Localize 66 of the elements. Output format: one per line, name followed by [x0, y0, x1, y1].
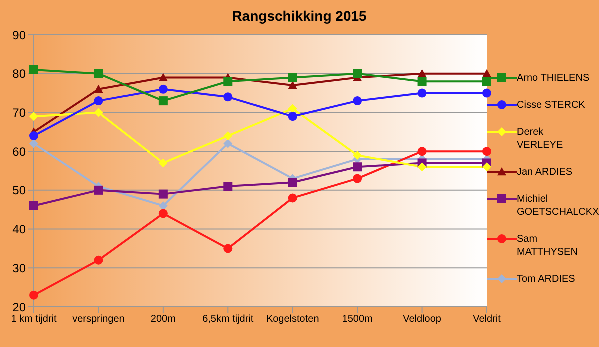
point [158, 73, 168, 82]
point [482, 147, 492, 156]
point [288, 112, 298, 122]
x-tick-label: Veldloop [403, 314, 442, 326]
point [418, 69, 427, 78]
point [224, 132, 233, 141]
point [94, 84, 104, 93]
legend-label: Michiel GOETSCHALCKX [517, 193, 599, 219]
x-tick-label: 200m [150, 314, 176, 326]
point [30, 290, 38, 300]
point [94, 96, 104, 106]
y-tick-label: 90 [12, 28, 26, 42]
point [353, 150, 362, 160]
legend-label: Sam MATTHYSEN [517, 233, 579, 259]
point [418, 162, 427, 172]
x-tick-label: 1 km tijdrit [11, 314, 57, 326]
point [94, 256, 104, 265]
point [94, 69, 104, 78]
point [482, 88, 492, 98]
x-tick-label: Veldrit [473, 314, 502, 326]
y-tick-label: 70 [12, 106, 26, 120]
point [353, 162, 362, 172]
y-tick-label: 20 [12, 300, 26, 314]
legend-label: Cisse STERCK [517, 99, 586, 112]
point [353, 96, 362, 106]
y-tick-label: 80 [12, 67, 26, 82]
point [30, 132, 38, 141]
legend-label: Jan ARDIES [517, 166, 573, 179]
point [288, 73, 298, 82]
y-tick-label: 60 [12, 144, 26, 159]
point [224, 244, 233, 254]
point [418, 147, 427, 156]
x-tick-label: 1500m [342, 314, 373, 326]
point [224, 92, 233, 102]
point [94, 108, 104, 118]
point [94, 186, 104, 195]
point [353, 174, 362, 184]
point [224, 77, 233, 86]
point [418, 88, 427, 98]
point [288, 104, 298, 114]
point [158, 209, 168, 218]
x-tick-label: Kogelstoten [266, 314, 320, 326]
chart-title: Rangschikking 2015 [231, 8, 368, 24]
point [288, 81, 298, 90]
y-tick-label: 40 [12, 222, 26, 237]
point [158, 84, 168, 94]
point [30, 201, 38, 210]
x-tick-label: verspringen [72, 314, 125, 326]
point [224, 139, 233, 148]
legend-label: Tom ARDIES [517, 273, 576, 286]
y-tick-label: 50 [12, 184, 26, 198]
point [288, 194, 298, 203]
point [158, 201, 168, 210]
x-tick-label: 6,5km tijdrit [202, 314, 254, 326]
point [158, 190, 168, 199]
legend-label: Derek VERLEYE [517, 126, 564, 152]
legend-label: Arno THIELENS [517, 72, 590, 85]
point [418, 77, 427, 86]
y-tick-label: 30 [12, 261, 26, 276]
point [482, 162, 492, 172]
point [224, 182, 233, 192]
point [353, 69, 362, 78]
point [158, 96, 168, 106]
point [158, 158, 168, 168]
point [288, 178, 298, 188]
point [30, 139, 38, 148]
